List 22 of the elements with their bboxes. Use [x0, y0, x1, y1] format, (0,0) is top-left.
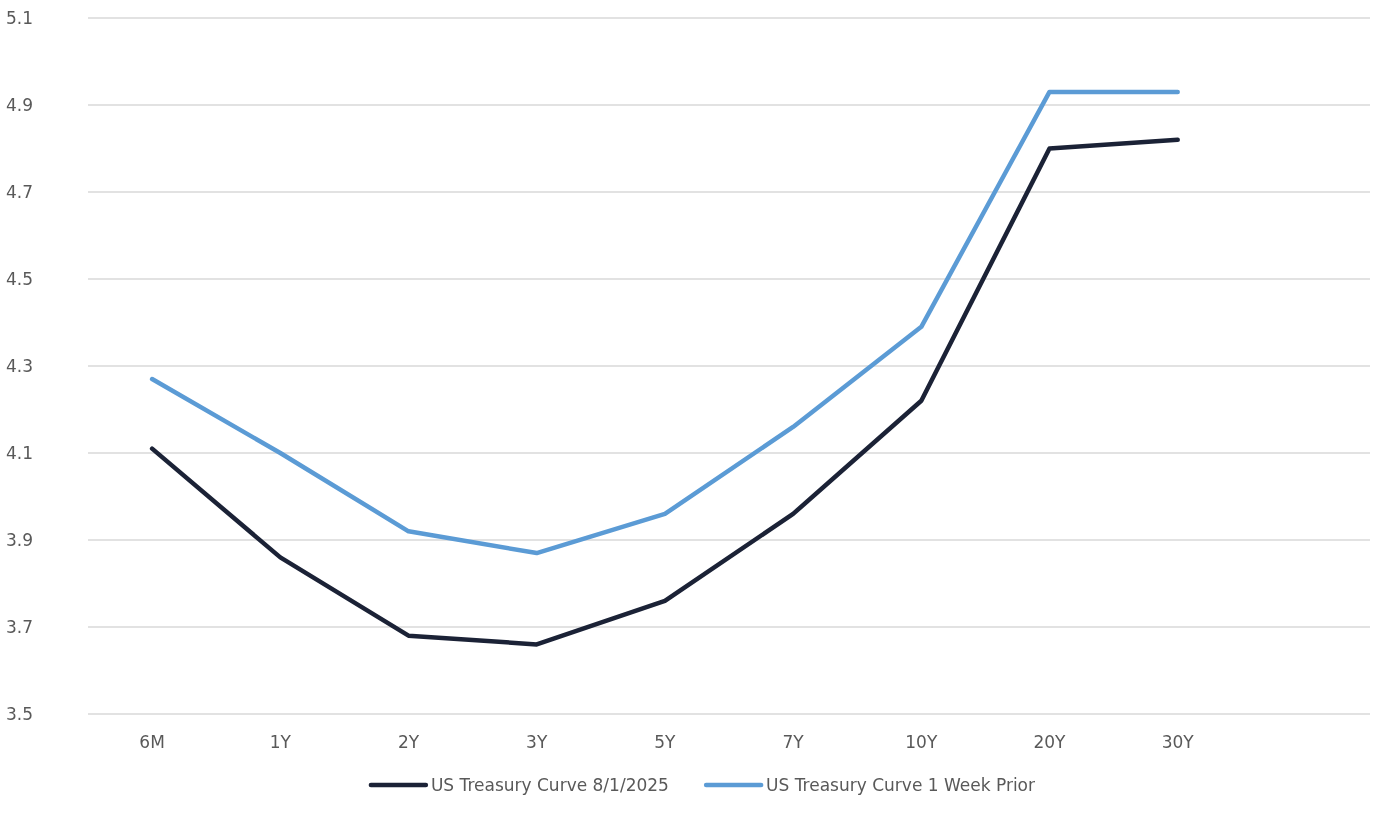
y-tick-label: 4.9 — [6, 94, 34, 115]
line-series — [149, 137, 1180, 647]
x-tick-label: 2Y — [397, 732, 420, 752]
y-tick-label: 3.9 — [6, 529, 34, 550]
x-tick-label: 10Y — [905, 732, 938, 752]
x-tick-label: 20Y — [1033, 732, 1067, 752]
y-tick-label: 5.1 — [6, 7, 34, 28]
y-tick-label: 3.5 — [6, 703, 34, 724]
x-tick-label: 3Y — [526, 732, 548, 752]
x-tick-label: 6M — [139, 732, 165, 752]
legend-label: US Treasury Curve 1 Week Prior — [766, 774, 1036, 795]
y-tick-label: 4.7 — [6, 181, 34, 202]
x-tick-label: 30Y — [1161, 732, 1195, 752]
x-tick-label: 1Y — [269, 732, 292, 752]
x-tick-label: 7Y — [782, 732, 805, 752]
y-tick-label: 4.3 — [6, 355, 34, 376]
y-tick-label: 4.5 — [6, 268, 34, 289]
y-tick-label: 3.7 — [6, 616, 34, 637]
y-tick-label: 4.1 — [6, 442, 34, 463]
legend-label: US Treasury Curve 8/1/2025 — [430, 774, 669, 795]
line-series — [149, 89, 1180, 556]
x-tick-label: 5Y — [654, 732, 677, 752]
